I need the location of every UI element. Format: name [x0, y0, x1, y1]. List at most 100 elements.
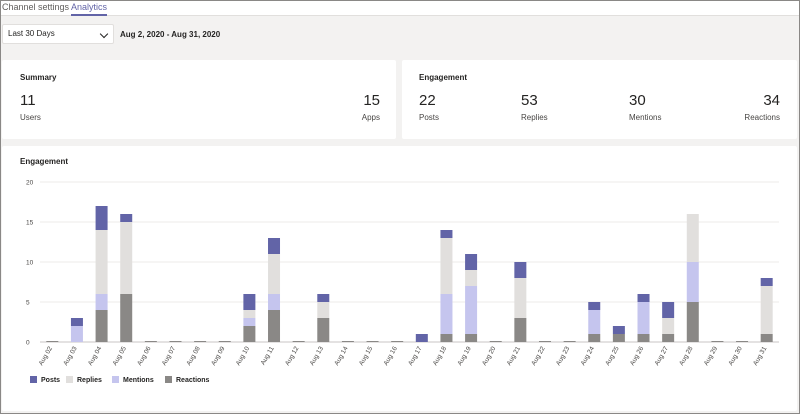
x-tick-label: Aug 24 [580, 345, 597, 367]
engagement-summary-card: Engagement 22 Posts 53 Replies 30 Mentio… [402, 60, 797, 139]
bar-posts[interactable] [760, 278, 773, 286]
bar-mentions[interactable] [465, 286, 478, 334]
dropdown-selected-value: Last 30 Days [8, 29, 55, 38]
bar-empty[interactable] [489, 341, 502, 342]
bar-posts[interactable] [637, 294, 650, 302]
bar-posts[interactable] [465, 254, 478, 270]
bar-reactions[interactable] [268, 310, 281, 342]
legend-reactions[interactable]: Reactions [165, 376, 209, 384]
bar-reactions[interactable] [662, 334, 675, 342]
x-tick-label: Aug 11 [260, 345, 276, 366]
legend-mentions[interactable]: Mentions [112, 376, 154, 384]
legend-swatch-reactions [165, 376, 172, 383]
bar-posts[interactable] [95, 206, 108, 230]
x-tick-label: Aug 03 [62, 345, 79, 367]
chevron-down-icon [99, 29, 109, 39]
bar-empty[interactable] [218, 341, 231, 342]
bar-mentions[interactable] [637, 302, 650, 334]
posts-count: 22 [419, 92, 436, 109]
bar-posts[interactable] [662, 302, 675, 318]
bar-posts[interactable] [440, 230, 453, 238]
bar-replies[interactable] [120, 222, 133, 294]
chart-title: Engagement [20, 157, 68, 166]
x-tick-label: Aug 13 [309, 345, 326, 367]
x-tick-label: Aug 23 [555, 345, 572, 367]
bar-reactions[interactable] [317, 318, 330, 342]
users-count: 11 [20, 92, 36, 109]
x-tick-label: Aug 18 [432, 345, 449, 367]
bar-empty[interactable] [391, 341, 404, 342]
bar-posts[interactable] [588, 302, 601, 310]
bar-mentions[interactable] [440, 294, 453, 334]
x-tick-label: Aug 15 [358, 345, 375, 367]
bar-reactions[interactable] [514, 318, 527, 342]
apps-label: Apps [361, 113, 380, 122]
engagement-chart-card: Engagement 0 5 10 15 20 Aug 02 Aug 03 Aug 04 Aug… [2, 146, 797, 411]
x-tick-label: Aug 26 [629, 345, 646, 367]
tab-bar: Channel settings Analytics [1, 1, 799, 16]
bar-replies[interactable] [662, 318, 675, 334]
bar-empty[interactable] [292, 341, 305, 342]
tab-channel-settings[interactable]: Channel settings [2, 2, 70, 12]
bar-posts[interactable] [120, 214, 133, 222]
bar-empty[interactable] [341, 341, 354, 342]
x-tick-label: Aug 27 [654, 345, 671, 367]
bar-mentions[interactable] [686, 262, 699, 302]
bar-empty[interactable] [736, 341, 749, 342]
bar-posts[interactable] [243, 294, 256, 310]
bar-replies[interactable] [514, 278, 527, 318]
bar-empty[interactable] [563, 341, 576, 342]
bar-reactions[interactable] [588, 334, 601, 342]
bar-empty[interactable] [144, 341, 157, 342]
bar-mentions[interactable] [70, 326, 83, 342]
bar-empty[interactable] [538, 341, 551, 342]
reactions-count: 34 [763, 92, 780, 109]
bar-mentions[interactable] [588, 310, 601, 334]
bar-posts[interactable] [514, 262, 527, 278]
bar-empty[interactable] [46, 341, 59, 342]
x-tick-label: Aug 06 [136, 345, 153, 367]
bar-replies[interactable] [243, 310, 256, 318]
x-tick-label: Aug 22 [530, 345, 547, 367]
replies-metric: 53 Replies [521, 92, 548, 122]
legend-posts[interactable]: Posts [30, 376, 60, 384]
bar-replies[interactable] [686, 214, 699, 262]
y-tick-label: 20 [26, 180, 34, 187]
bar-reactions[interactable] [637, 334, 650, 342]
bar-replies[interactable] [760, 286, 773, 334]
bar-posts[interactable] [415, 334, 428, 342]
bar-mentions[interactable] [268, 294, 281, 310]
bar-replies[interactable] [465, 270, 478, 286]
x-tick-label: Aug 02 [38, 345, 55, 367]
posts-label: Posts [419, 113, 440, 122]
bar-reactions[interactable] [440, 334, 453, 342]
bar-mentions[interactable] [243, 318, 256, 326]
mentions-label: Mentions [629, 113, 662, 122]
bar-posts[interactable] [612, 326, 625, 334]
bar-reactions[interactable] [243, 326, 256, 342]
bar-replies[interactable] [268, 254, 281, 294]
bar-empty[interactable] [169, 341, 182, 342]
bar-reactions[interactable] [612, 334, 625, 342]
bar-mentions[interactable] [95, 294, 108, 310]
bar-posts[interactable] [268, 238, 281, 254]
tab-analytics[interactable]: Analytics [71, 2, 108, 16]
bar-reactions[interactable] [95, 310, 108, 342]
bar-reactions[interactable] [686, 302, 699, 342]
bar-replies[interactable] [95, 230, 108, 294]
date-range-dropdown[interactable]: Last 30 Days [2, 24, 114, 44]
bar-reactions[interactable] [120, 294, 133, 342]
legend-replies[interactable]: Replies [66, 376, 102, 384]
bar-reactions[interactable] [465, 334, 478, 342]
bar-empty[interactable] [194, 341, 207, 342]
bar-empty[interactable] [366, 341, 379, 342]
bar-replies[interactable] [440, 238, 453, 294]
bar-empty[interactable] [711, 341, 724, 342]
x-tick-label: Aug 28 [678, 345, 695, 367]
x-tick-label: Aug 14 [333, 345, 350, 367]
bar-posts[interactable] [70, 318, 83, 326]
mentions-metric: 30 Mentions [629, 92, 661, 122]
bar-posts[interactable] [317, 294, 330, 302]
bar-reactions[interactable] [760, 334, 773, 342]
bar-replies[interactable] [317, 302, 330, 318]
